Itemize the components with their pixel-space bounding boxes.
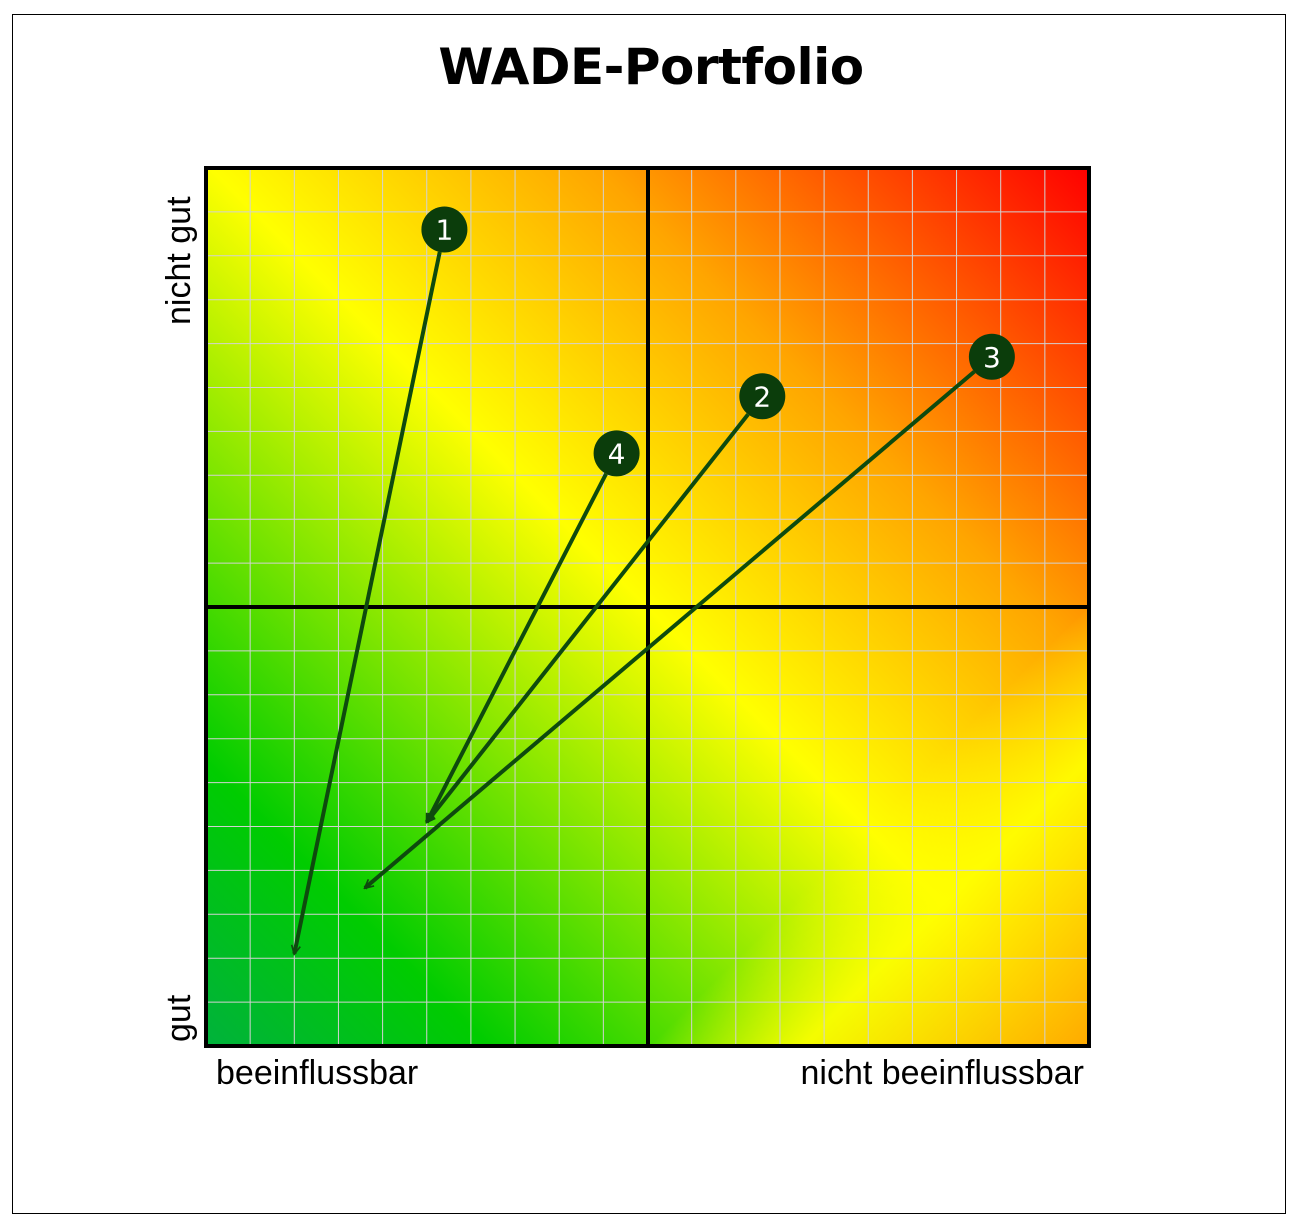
- plot-grid: [206, 168, 1089, 1046]
- page-title: WADE-Portfolio: [438, 38, 864, 96]
- marker-circle: [739, 373, 786, 420]
- x-axis-high-label: nicht beeinflussbar: [800, 1054, 1084, 1092]
- marker-circle: [593, 430, 640, 477]
- marker-4: 4: [593, 430, 640, 477]
- plot-border: [204, 166, 1091, 1048]
- marker-layer: 1 2 3 4: [421, 206, 1015, 477]
- marker-label: 4: [608, 437, 626, 470]
- marker-1: 1: [421, 206, 468, 253]
- marker-circle: [968, 333, 1015, 380]
- marker-label: 2: [753, 380, 771, 413]
- arrow-3: [365, 370, 976, 888]
- marker-2: 2: [739, 373, 786, 420]
- arrow-4: [424, 472, 608, 822]
- marker-3: 3: [968, 333, 1015, 380]
- marker-label: 1: [435, 213, 453, 246]
- arrow-1: [294, 251, 442, 954]
- y-axis-low-label: gut: [160, 994, 198, 1042]
- y-axis-high-label: nicht gut: [160, 196, 198, 325]
- x-axis-low-label: beeinflussbar: [216, 1054, 419, 1092]
- marker-circle: [421, 206, 468, 253]
- marker-label: 3: [983, 341, 1001, 374]
- arrow-layer: [294, 251, 976, 954]
- arrow-2: [425, 413, 750, 822]
